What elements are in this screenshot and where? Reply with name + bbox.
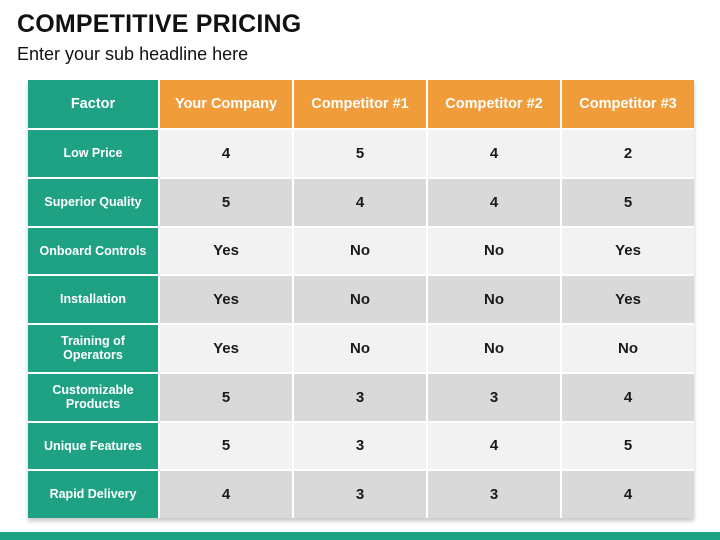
table-cell: No <box>294 276 426 323</box>
table-cell: 4 <box>428 422 560 470</box>
table-cell: 3 <box>294 373 426 421</box>
table-cell: 5 <box>160 178 292 226</box>
row-label-training-of-operators: Training of Operators <box>28 325 158 372</box>
table-cell: 5 <box>562 422 694 470</box>
slide-footer-accent-bar <box>0 532 720 540</box>
page-subtitle: Enter your sub headline here <box>17 44 249 64</box>
row-label-superior-quality: Superior Quality <box>28 178 158 226</box>
column-header-competitor-3: Competitor #3 <box>562 80 694 128</box>
table-cell: 4 <box>562 373 694 421</box>
table-cell: 3 <box>428 373 560 421</box>
table-cell: 3 <box>294 422 426 470</box>
table-cell: Yes <box>160 325 292 372</box>
table-cell: Yes <box>160 276 292 323</box>
table-cell: 4 <box>160 471 292 518</box>
table-cell: Yes <box>562 276 694 323</box>
table-cell: 5 <box>294 130 426 177</box>
table-cell: 5 <box>160 422 292 470</box>
table-cell: 4 <box>294 178 426 226</box>
table-cell: Yes <box>562 227 694 275</box>
competitive-pricing-table: Factor Your Company Competitor #1 Compet… <box>28 80 694 518</box>
row-label-installation: Installation <box>28 276 158 323</box>
table-cell: 3 <box>428 471 560 518</box>
table-cell: 3 <box>294 471 426 518</box>
table-cell: No <box>428 325 560 372</box>
column-header-competitor-1: Competitor #1 <box>294 80 426 128</box>
column-header-competitor-2: Competitor #2 <box>428 80 560 128</box>
table-cell: 2 <box>562 130 694 177</box>
row-label-unique-features: Unique Features <box>28 422 158 470</box>
table-cell: No <box>562 325 694 372</box>
page-title: COMPETITIVE PRICING <box>17 10 302 38</box>
row-label-rapid-delivery: Rapid Delivery <box>28 471 158 518</box>
table-cell: No <box>294 227 426 275</box>
table-cell: 5 <box>160 373 292 421</box>
row-label-low-price: Low Price <box>28 130 158 177</box>
row-label-onboard-controls: Onboard Controls <box>28 227 158 275</box>
column-header-your-company: Your Company <box>160 80 292 128</box>
table-cell: No <box>428 276 560 323</box>
row-label-customizable-products: Customizable Products <box>28 373 158 421</box>
table-cell: 5 <box>562 178 694 226</box>
table-cell: 4 <box>428 178 560 226</box>
column-header-factor: Factor <box>28 80 158 128</box>
table-cell: No <box>428 227 560 275</box>
table-cell: 4 <box>428 130 560 177</box>
table-cell: Yes <box>160 227 292 275</box>
table-cell: 4 <box>562 471 694 518</box>
table-cell: 4 <box>160 130 292 177</box>
table-cell: No <box>294 325 426 372</box>
